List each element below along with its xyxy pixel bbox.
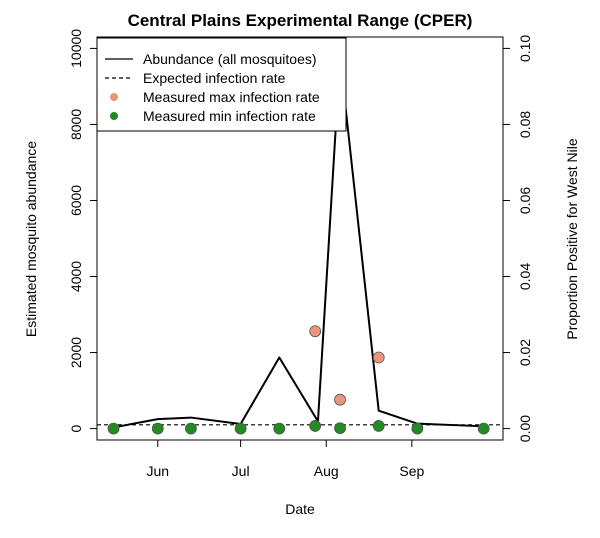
- legend-label-min: Measured min infection rate: [143, 108, 316, 124]
- y-axis-label-left: Estimated mosquito abundance: [23, 141, 39, 337]
- min-infection-point: [185, 422, 197, 435]
- plot-frame: [96, 36, 504, 441]
- x-tick-label: Aug: [314, 463, 339, 479]
- min-infection-point: [107, 422, 120, 435]
- min-infection-point: [273, 422, 286, 435]
- y-left-tick-label: 2000: [68, 337, 84, 368]
- y-right-tick-label: 0.02: [517, 339, 533, 366]
- min-infection-point: [151, 422, 164, 435]
- min-infection-point: [309, 420, 322, 432]
- x-tick-label: Jun: [146, 463, 169, 479]
- min-infection-point: [411, 422, 424, 435]
- min-infection-point: [334, 422, 346, 435]
- chart-title: Central Plains Experimental Range (CPER): [128, 11, 473, 30]
- y-left-tick-label: 4000: [68, 261, 84, 292]
- y-right-tick-label: 0.10: [517, 35, 533, 62]
- abundance-line: [113, 56, 484, 429]
- legend: Abundance (all mosquitoes) Expected infe…: [96, 37, 347, 132]
- y-right-tick-label: 0.00: [517, 415, 533, 442]
- min-infection-point: [372, 420, 385, 432]
- y-left-tick-label: 8000: [68, 109, 84, 140]
- y-axis-label-right: Proportion Positive for West Nile: [564, 138, 580, 339]
- x-tick-label: Jul: [232, 463, 250, 479]
- y-right-tick-label: 0.08: [517, 111, 533, 138]
- max-infection-point: [309, 325, 322, 338]
- legend-swatch-min: [110, 112, 118, 120]
- min-infection-point: [477, 422, 490, 435]
- y-left-tick-label: 6000: [68, 185, 84, 216]
- legend-box: [96, 37, 347, 132]
- y-right-tick-label: 0.06: [517, 187, 533, 214]
- y-right-tick-label: 0.04: [517, 263, 533, 290]
- x-tick-label: Sep: [399, 463, 424, 479]
- min-infection-point: [234, 422, 247, 435]
- legend-label-abundance: Abundance (all mosquitoes): [143, 51, 317, 67]
- y-left-tick-label: 0: [68, 424, 84, 432]
- plot-area: Jun Jul Aug Sep 0 2000 4000 6000 8000 10000 0.00 0.…: [68, 29, 533, 479]
- max-infection-point: [372, 351, 385, 364]
- max-infection-point: [334, 393, 346, 406]
- x-axis-label: Date: [285, 501, 315, 517]
- legend-label-max: Measured max infection rate: [143, 89, 320, 105]
- legend-swatch-max: [110, 93, 118, 101]
- legend-label-expected: Expected infection rate: [143, 70, 286, 86]
- y-left-tick-label: 10000: [68, 29, 84, 68]
